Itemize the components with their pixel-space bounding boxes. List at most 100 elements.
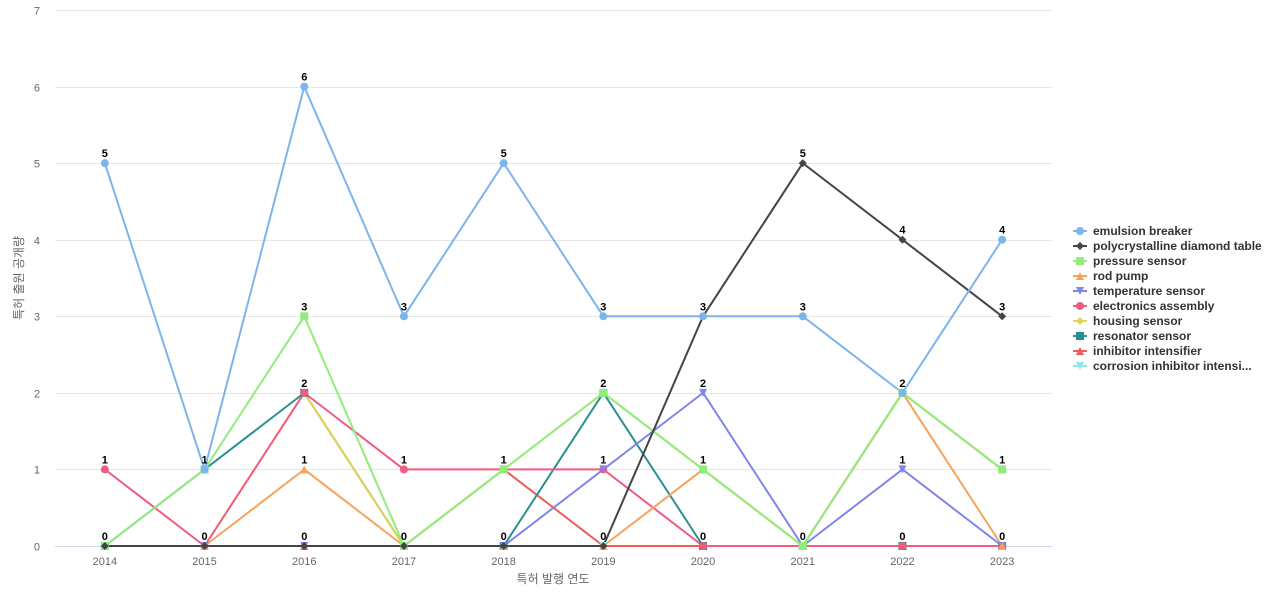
legend-item: emulsion breaker (1073, 224, 1193, 238)
data-point (699, 465, 708, 474)
y-tick-label: 0 (34, 542, 40, 554)
series-line (104, 391, 1003, 547)
legend-label: rod pump (1093, 269, 1148, 283)
data-label: 3 (600, 301, 606, 313)
data-label: 4 (999, 225, 1006, 237)
data-label: 1 (201, 454, 207, 466)
data-label: 0 (201, 531, 207, 543)
data-label: 1 (401, 454, 407, 466)
y-tick-label: 4 (34, 236, 40, 248)
legend-label: polycrystalline diamond table (1093, 239, 1262, 253)
data-label: 0 (301, 531, 307, 543)
data-point (998, 542, 1007, 550)
legend-item: temperature sensor (1073, 284, 1205, 298)
data-label: 1 (501, 454, 507, 466)
y-tick-label: 2 (34, 389, 40, 401)
data-label: 1 (301, 454, 307, 466)
data-point (399, 465, 408, 474)
legend-label: temperature sensor (1093, 284, 1205, 298)
series-line (104, 315, 1003, 547)
data-point (499, 542, 508, 550)
data-point (699, 542, 708, 550)
x-tick-label: 2014 (93, 556, 117, 568)
legend-item: inhibitor intensifier (1073, 344, 1202, 358)
data-label: 0 (899, 531, 905, 543)
data-label: 1 (999, 454, 1005, 466)
data-point (100, 542, 109, 550)
data-label: 0 (999, 531, 1005, 543)
data-label: 5 (102, 148, 108, 160)
data-point (499, 159, 508, 168)
series-lines (103, 85, 1003, 547)
legend-label: inhibitor intensifier (1093, 344, 1202, 358)
data-point (898, 542, 907, 550)
data-point (599, 312, 608, 321)
legend-marker (1076, 227, 1084, 235)
data-point (699, 388, 708, 397)
data-point (599, 388, 608, 397)
data-point (499, 465, 508, 474)
data-label: 1 (700, 454, 706, 466)
series-line (104, 162, 1003, 547)
legend-label: corrosion inhibitor intensi... (1093, 359, 1252, 373)
data-point (300, 465, 309, 474)
legend-item: electronics assembly (1073, 299, 1215, 313)
data-point (998, 235, 1007, 244)
data-point (998, 465, 1007, 474)
x-tick-label: 2017 (392, 556, 416, 568)
legend-marker (1076, 302, 1084, 310)
data-label: 1 (899, 454, 905, 466)
legend-item: resonator sensor (1073, 329, 1191, 343)
data-point (898, 465, 907, 474)
data-label: 0 (800, 531, 806, 543)
legend-label: resonator sensor (1093, 329, 1191, 343)
data-label: 6 (301, 72, 307, 84)
data-point (100, 159, 109, 168)
data-label: 0 (102, 531, 108, 543)
y-tick-label: 7 (34, 6, 40, 18)
legend-marker (1076, 257, 1084, 265)
legend-label: emulsion breaker (1093, 224, 1193, 238)
data-label: 3 (401, 301, 407, 313)
data-point (599, 542, 608, 550)
data-label: 2 (600, 378, 606, 390)
x-axis-ticks: 2014 2015 2016 2017 2018 2019 2020 2021 2022 2023 (93, 556, 1015, 568)
data-point (300, 388, 309, 397)
y-axis-ticks: 0 1 2 3 4 5 6 7 (34, 6, 40, 554)
data-label: 2 (700, 378, 706, 390)
data-label: 5 (800, 148, 806, 160)
data-label: 0 (501, 531, 507, 543)
legend-marker (1076, 362, 1084, 370)
grid-lines (55, 10, 1052, 470)
data-point (200, 542, 209, 550)
data-label: 3 (999, 301, 1005, 313)
legend-marker (1076, 332, 1084, 340)
x-tick-label: 2021 (791, 556, 815, 568)
legend-label: pressure sensor (1093, 254, 1187, 268)
x-tick-label: 2018 (491, 556, 515, 568)
data-label: 0 (401, 531, 407, 543)
data-label: 1 (102, 454, 108, 466)
legend-marker (1076, 317, 1084, 325)
legend-marker (1076, 347, 1084, 355)
data-label: 0 (600, 531, 606, 543)
data-label: 2 (301, 378, 307, 390)
legend-item: pressure sensor (1073, 254, 1187, 268)
data-point (699, 312, 708, 321)
series-markers (100, 82, 1007, 550)
data-label: 3 (700, 301, 706, 313)
data-label: 3 (800, 301, 806, 313)
data-label: 2 (899, 378, 905, 390)
y-axis-title: 특허 출원 공개량 (12, 236, 26, 320)
x-tick-label: 2022 (890, 556, 914, 568)
data-point (898, 235, 907, 244)
data-point (200, 465, 209, 474)
data-point (399, 312, 408, 321)
legend-label: electronics assembly (1093, 299, 1215, 313)
data-label: 1 (600, 454, 606, 466)
y-tick-label: 6 (34, 83, 40, 95)
series-line (103, 85, 1003, 471)
legend-item: housing sensor (1073, 314, 1183, 328)
